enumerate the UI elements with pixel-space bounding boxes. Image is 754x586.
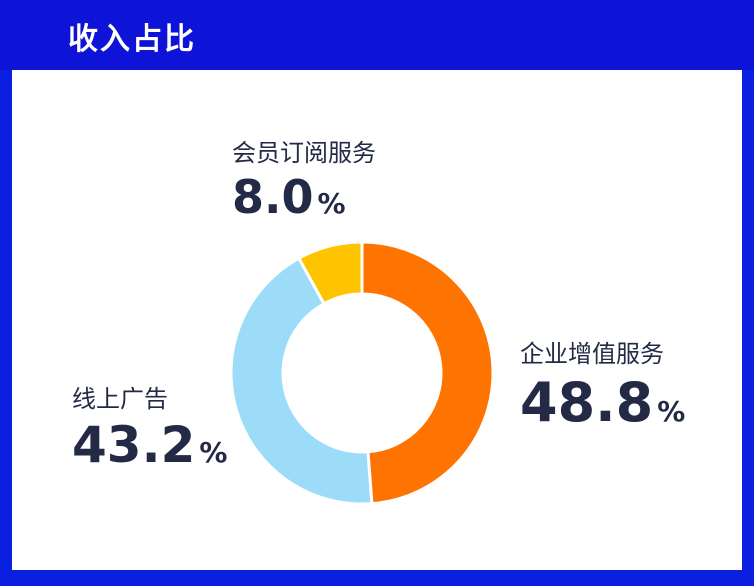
title-bar: 收入占比 [0, 0, 754, 70]
slice-percentage: 48.8% [520, 371, 685, 434]
percent-unit: % [317, 187, 346, 220]
slice-label-member: 会员订阅服务 8.0% [232, 133, 376, 224]
slice-value: 43.2 [72, 416, 196, 474]
slice-percentage: 43.2% [72, 416, 227, 474]
slice-percentage: 8.0% [232, 170, 376, 224]
slice-ads [229, 256, 374, 506]
slice-name: 线上广告 [72, 385, 168, 413]
percent-unit: % [657, 395, 686, 428]
slice-value: 8.0 [232, 170, 314, 224]
slice-member [296, 240, 364, 306]
slice-enterprise [360, 240, 495, 506]
percent-unit: % [199, 436, 228, 469]
slice-label-enterprise: 企业增值服务 48.8% [520, 334, 685, 434]
chart-title: 收入占比 [68, 22, 196, 57]
slice-name: 企业增值服务 [520, 340, 664, 368]
donut-slices [229, 240, 495, 506]
slice-label-ads: 线上广告 43.2% [72, 379, 227, 474]
slice-name: 会员订阅服务 [232, 139, 376, 167]
slice-value: 48.8 [520, 371, 654, 434]
